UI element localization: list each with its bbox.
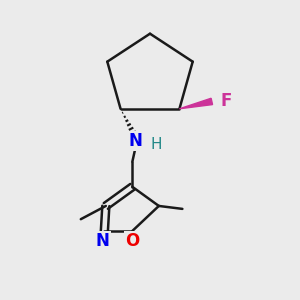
Text: N: N [128,132,142,150]
Text: F: F [220,92,232,110]
Polygon shape [179,98,213,109]
Text: O: O [125,232,140,250]
Text: N: N [96,232,110,250]
Text: H: H [151,136,162,152]
